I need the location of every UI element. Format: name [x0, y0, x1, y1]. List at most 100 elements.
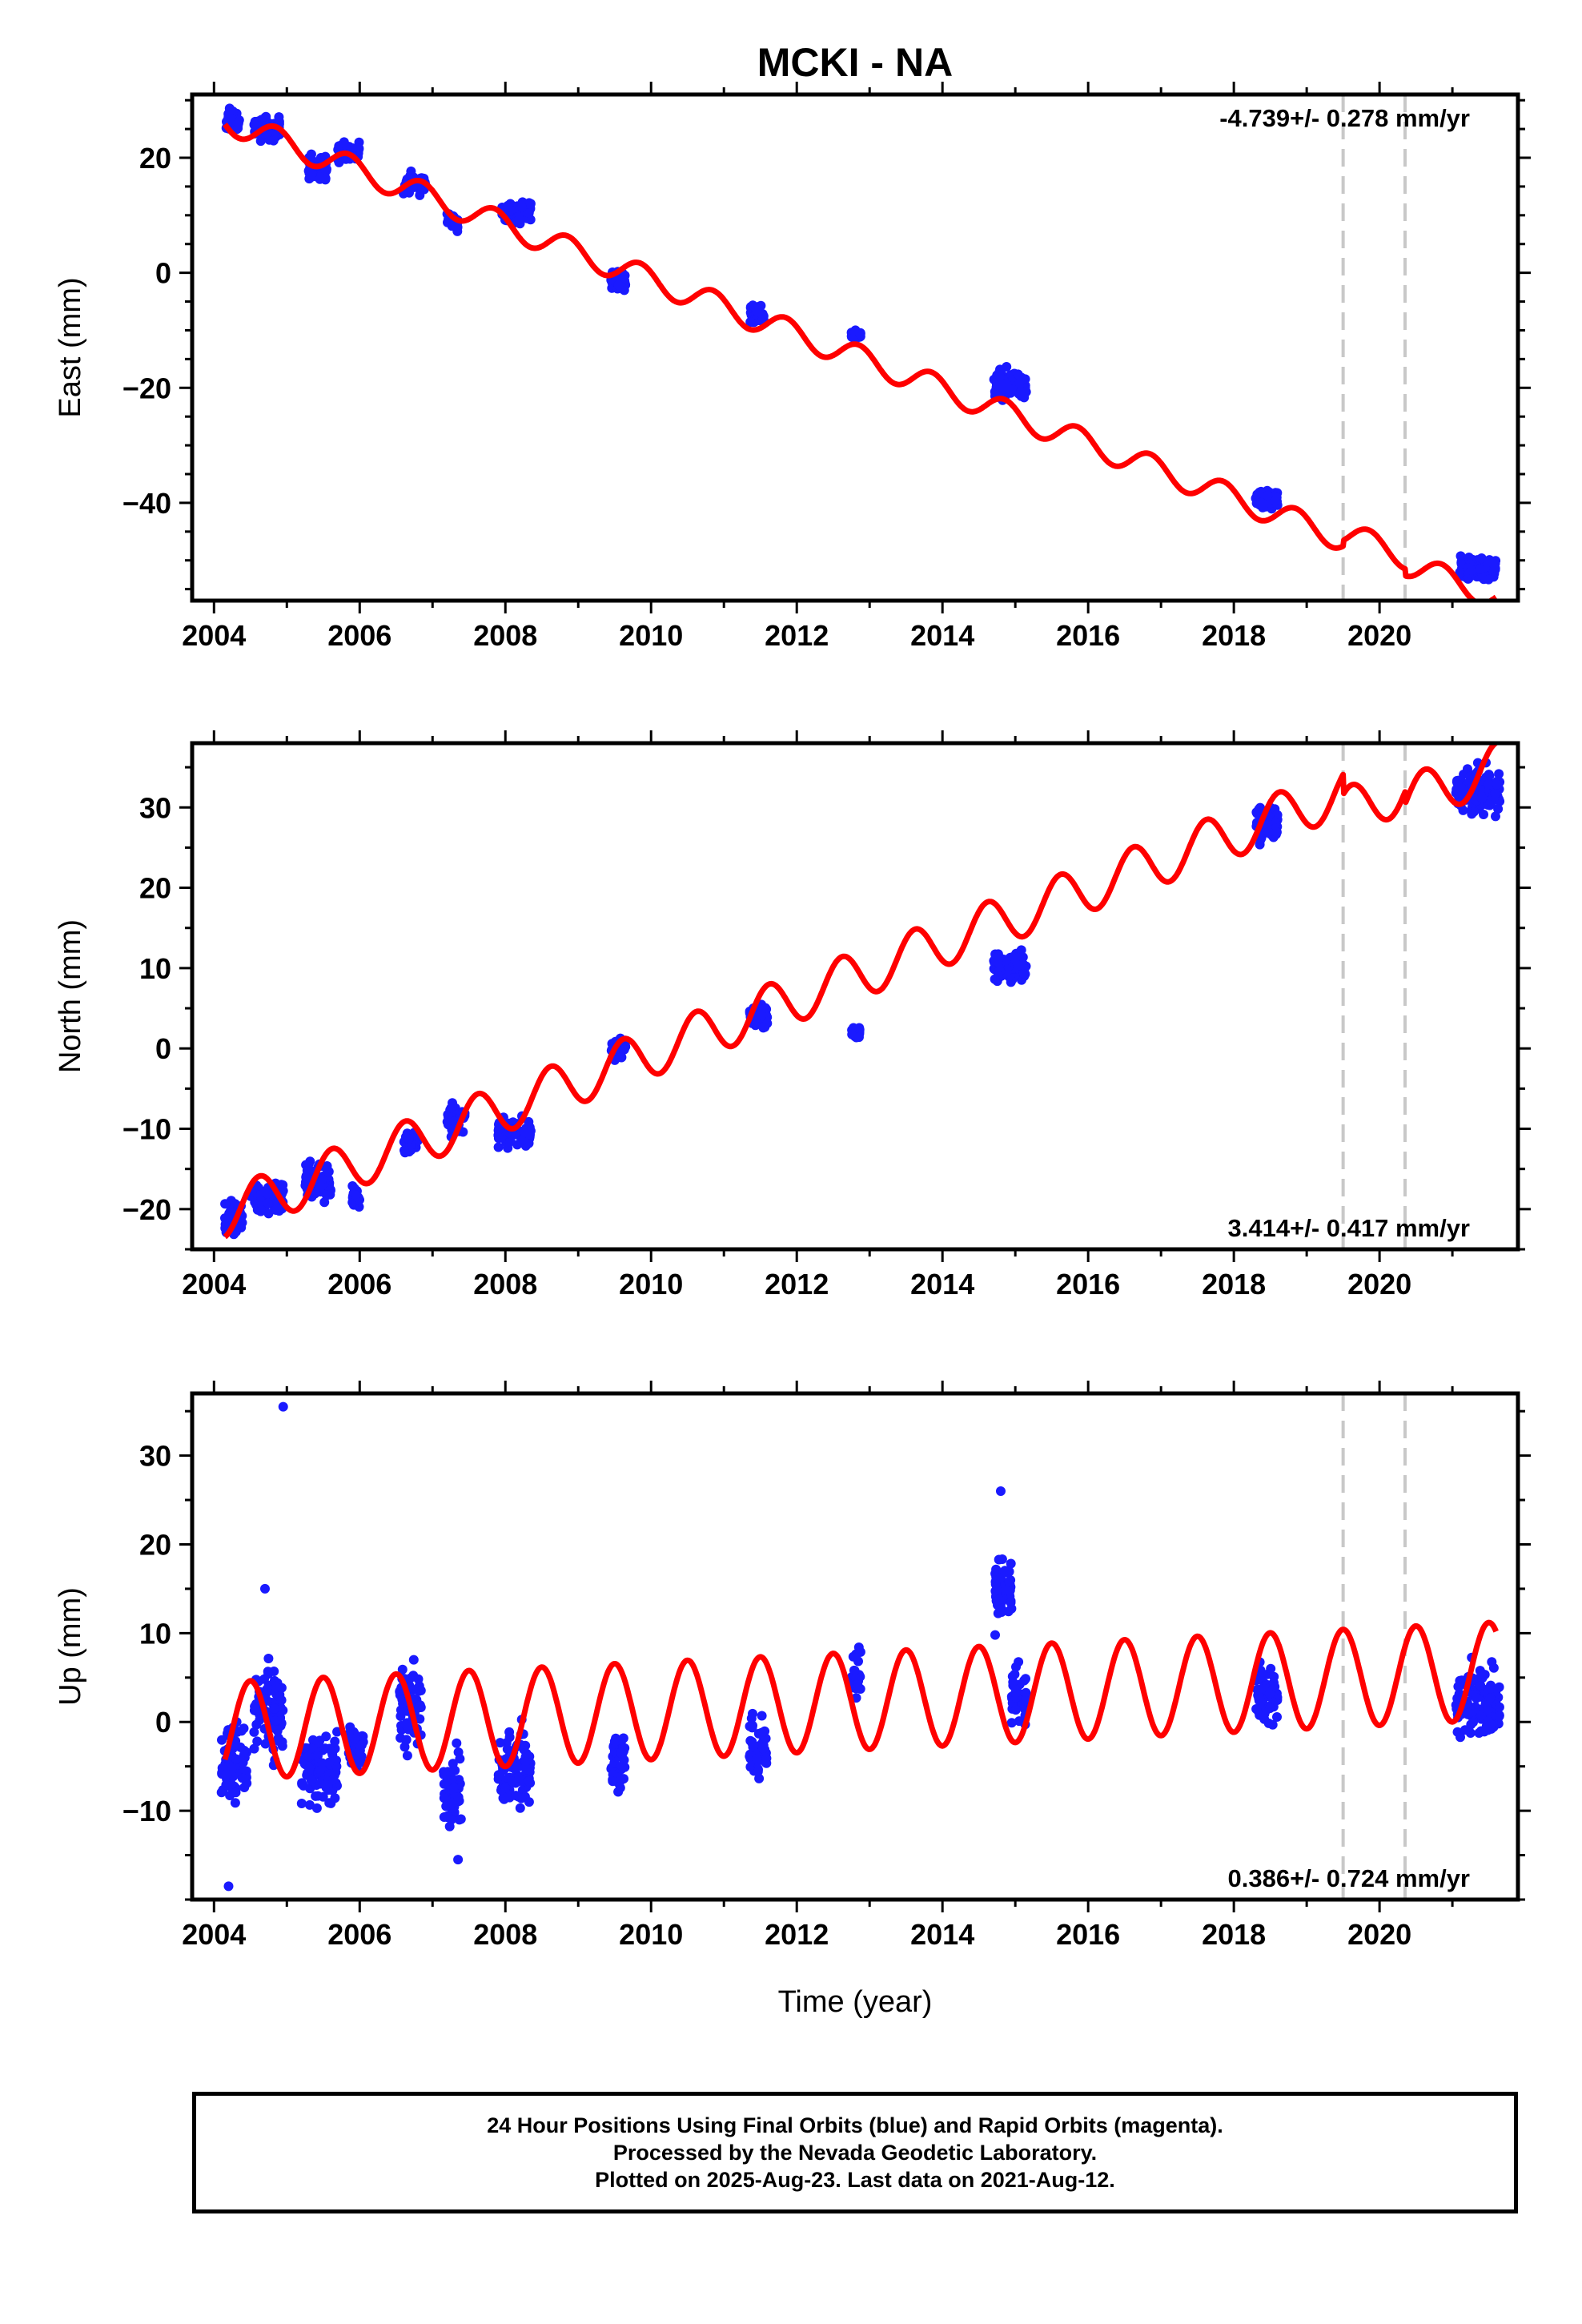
y-tick-label: 30: [139, 791, 171, 824]
data-point: [217, 1735, 227, 1745]
data-point: [1476, 564, 1485, 574]
data-point: [239, 1752, 250, 1763]
data-point: [239, 1723, 249, 1734]
x-tick-label: 2014: [910, 1918, 974, 1951]
x-tick-label: 2014: [910, 619, 974, 652]
x-tick-label: 2020: [1347, 1918, 1411, 1951]
data-point: [613, 1787, 624, 1797]
data-point: [748, 1742, 758, 1752]
data-point: [277, 1737, 287, 1747]
data-point: [317, 1174, 327, 1184]
x-tick-label: 2008: [473, 1268, 537, 1301]
model-curve: [223, 743, 1499, 1240]
x-tick-label: 2018: [1202, 1918, 1266, 1951]
data-point: [448, 1098, 457, 1108]
data-point-outlier: [278, 1401, 288, 1412]
x-tick-label: 2006: [327, 1268, 391, 1301]
data-point: [524, 1129, 534, 1140]
x-tick-label: 2010: [619, 1918, 683, 1951]
data-point: [415, 190, 425, 200]
footer-notes: 24 Hour Positions Using Final Orbits (bl…: [192, 2092, 1518, 2213]
data-point: [225, 1208, 235, 1219]
data-point: [262, 1684, 272, 1695]
data-point: [271, 1205, 281, 1215]
data-point: [754, 1773, 765, 1783]
data-point: [1014, 377, 1025, 388]
data-point: [1492, 779, 1502, 790]
data-point: [757, 1743, 768, 1754]
data-point: [220, 1762, 231, 1772]
x-tick-label: 2010: [619, 1268, 683, 1301]
data-point: [495, 1769, 505, 1779]
data-point: [1010, 1688, 1021, 1699]
y-axis-label: Up (mm): [54, 1587, 87, 1706]
data-point: [493, 1142, 504, 1152]
data-point: [234, 117, 243, 127]
data-point: [1263, 1718, 1274, 1728]
data-points: [220, 758, 1505, 1240]
data-point: [259, 1674, 269, 1684]
data-point: [1006, 1718, 1017, 1728]
data-point: [1021, 1687, 1031, 1698]
data-point: [271, 1683, 282, 1692]
data-point: [447, 1798, 457, 1808]
x-tick-label: 2012: [765, 1918, 829, 1951]
data-point-outlier: [259, 1583, 270, 1594]
data-point: [517, 202, 527, 212]
data-point: [252, 1736, 263, 1747]
data-point: [1021, 1674, 1030, 1684]
data-point: [855, 329, 865, 340]
data-point: [853, 1679, 862, 1690]
data-point: [1013, 369, 1023, 380]
data-point: [1020, 1695, 1030, 1706]
data-point: [1251, 807, 1262, 818]
data-point: [1270, 496, 1280, 506]
data-point: [1255, 834, 1266, 845]
data-point: [311, 1791, 321, 1801]
data-point: [230, 1798, 240, 1808]
data-point: [751, 1754, 761, 1764]
data-point: [402, 1751, 412, 1761]
data-point: [261, 111, 271, 122]
data-point: [303, 1751, 313, 1762]
data-point: [851, 1652, 861, 1663]
data-point: [334, 157, 344, 167]
data-point: [853, 1032, 864, 1043]
data-point: [1012, 959, 1022, 969]
data-point: [1494, 769, 1504, 779]
data-point: [524, 208, 534, 218]
data-point: [1271, 827, 1282, 838]
data-point: [448, 1116, 459, 1127]
data-point: [414, 1703, 424, 1713]
data-point: [616, 1747, 626, 1758]
data-point: [758, 1023, 769, 1033]
data-point: [1490, 562, 1500, 573]
data-point: [1472, 1693, 1482, 1703]
x-tick-label: 2008: [473, 619, 537, 652]
data-point: [405, 171, 416, 181]
x-tick-label: 2016: [1056, 619, 1120, 652]
data-point: [216, 1787, 227, 1798]
data-point: [1270, 1682, 1280, 1692]
data-point: [322, 1190, 331, 1200]
data-point: [1464, 1708, 1474, 1718]
data-point: [514, 214, 524, 224]
data-point: [1487, 1657, 1497, 1667]
data-point: [444, 1821, 455, 1831]
data-point: [356, 1740, 367, 1750]
data-point: [314, 1738, 324, 1748]
y-tick-label: 0: [155, 1706, 171, 1739]
data-point: [304, 1763, 315, 1773]
data-point: [263, 1198, 273, 1208]
data-point: [1004, 1577, 1014, 1587]
data-point: [330, 1736, 340, 1747]
x-tick-label: 2004: [182, 619, 246, 652]
data-point: [994, 1594, 1004, 1605]
data-point: [351, 1190, 361, 1200]
data-point: [1477, 793, 1487, 803]
y-tick-label: −10: [122, 1795, 171, 1827]
data-point: [324, 1798, 335, 1808]
data-point: [251, 1719, 262, 1730]
plot-frame: [190, 741, 1520, 1252]
data-point: [1258, 502, 1268, 513]
